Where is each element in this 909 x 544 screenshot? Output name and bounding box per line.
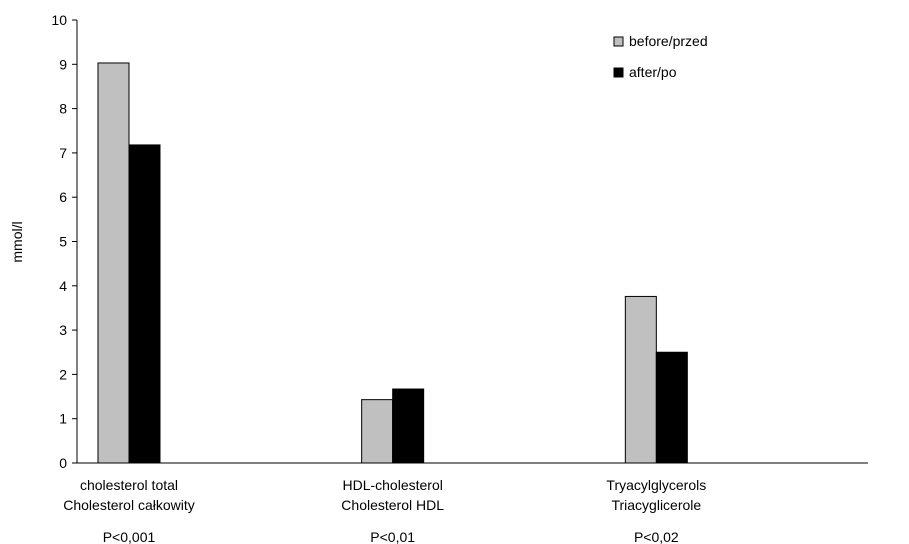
- y-axis-title: mmol/l: [9, 221, 25, 262]
- legend: before/przed after/po: [613, 33, 708, 80]
- category-label-line1: HDL-cholesterol: [342, 477, 442, 493]
- legend-label-after: after/po: [629, 64, 677, 80]
- bar-before-0: [97, 62, 130, 464]
- y-tick-label: 7: [59, 145, 67, 161]
- category-label-line2: Triacyglicerole: [611, 497, 701, 513]
- bars-group: [97, 62, 688, 464]
- category-label-line1: cholesterol total: [80, 477, 178, 493]
- p-value-label: P<0,02: [634, 529, 679, 544]
- legend-swatch-before: [613, 36, 624, 47]
- category-labels: cholesterol total Cholesterol całkowity P<…: [63, 477, 706, 544]
- y-tick-label: 4: [59, 278, 67, 294]
- legend-label-before: before/przed: [629, 33, 708, 49]
- category-label-line2: Cholesterol HDL: [341, 497, 444, 513]
- y-tick-label: 3: [59, 322, 67, 338]
- y-tick-label: 5: [59, 234, 67, 250]
- p-value-label: P<0,01: [370, 529, 415, 544]
- bar-after-0: [128, 144, 161, 464]
- y-tick-label: 0: [59, 455, 67, 471]
- y-tick-label: 8: [59, 101, 67, 117]
- legend-swatch-after: [613, 67, 624, 78]
- y-tick-label: 9: [59, 56, 67, 72]
- y-tick-label: 1: [59, 411, 67, 427]
- bar-before-1: [361, 399, 394, 464]
- y-tick-label: 2: [59, 366, 67, 382]
- category-label-line2: Cholesterol całkowity: [63, 497, 195, 513]
- bar-after-1: [392, 388, 425, 464]
- bar-before-2: [624, 295, 657, 464]
- y-tick-label: 6: [59, 189, 67, 205]
- bar-after-2: [655, 351, 688, 464]
- y-tick-label: 10: [51, 12, 67, 28]
- category-label-line1: Tryacylglycerols: [606, 477, 706, 493]
- p-value-label: P<0,001: [103, 529, 156, 544]
- y-axis-ticks: 0 1 2 3 4 5 6 7 8 9 10: [51, 12, 77, 471]
